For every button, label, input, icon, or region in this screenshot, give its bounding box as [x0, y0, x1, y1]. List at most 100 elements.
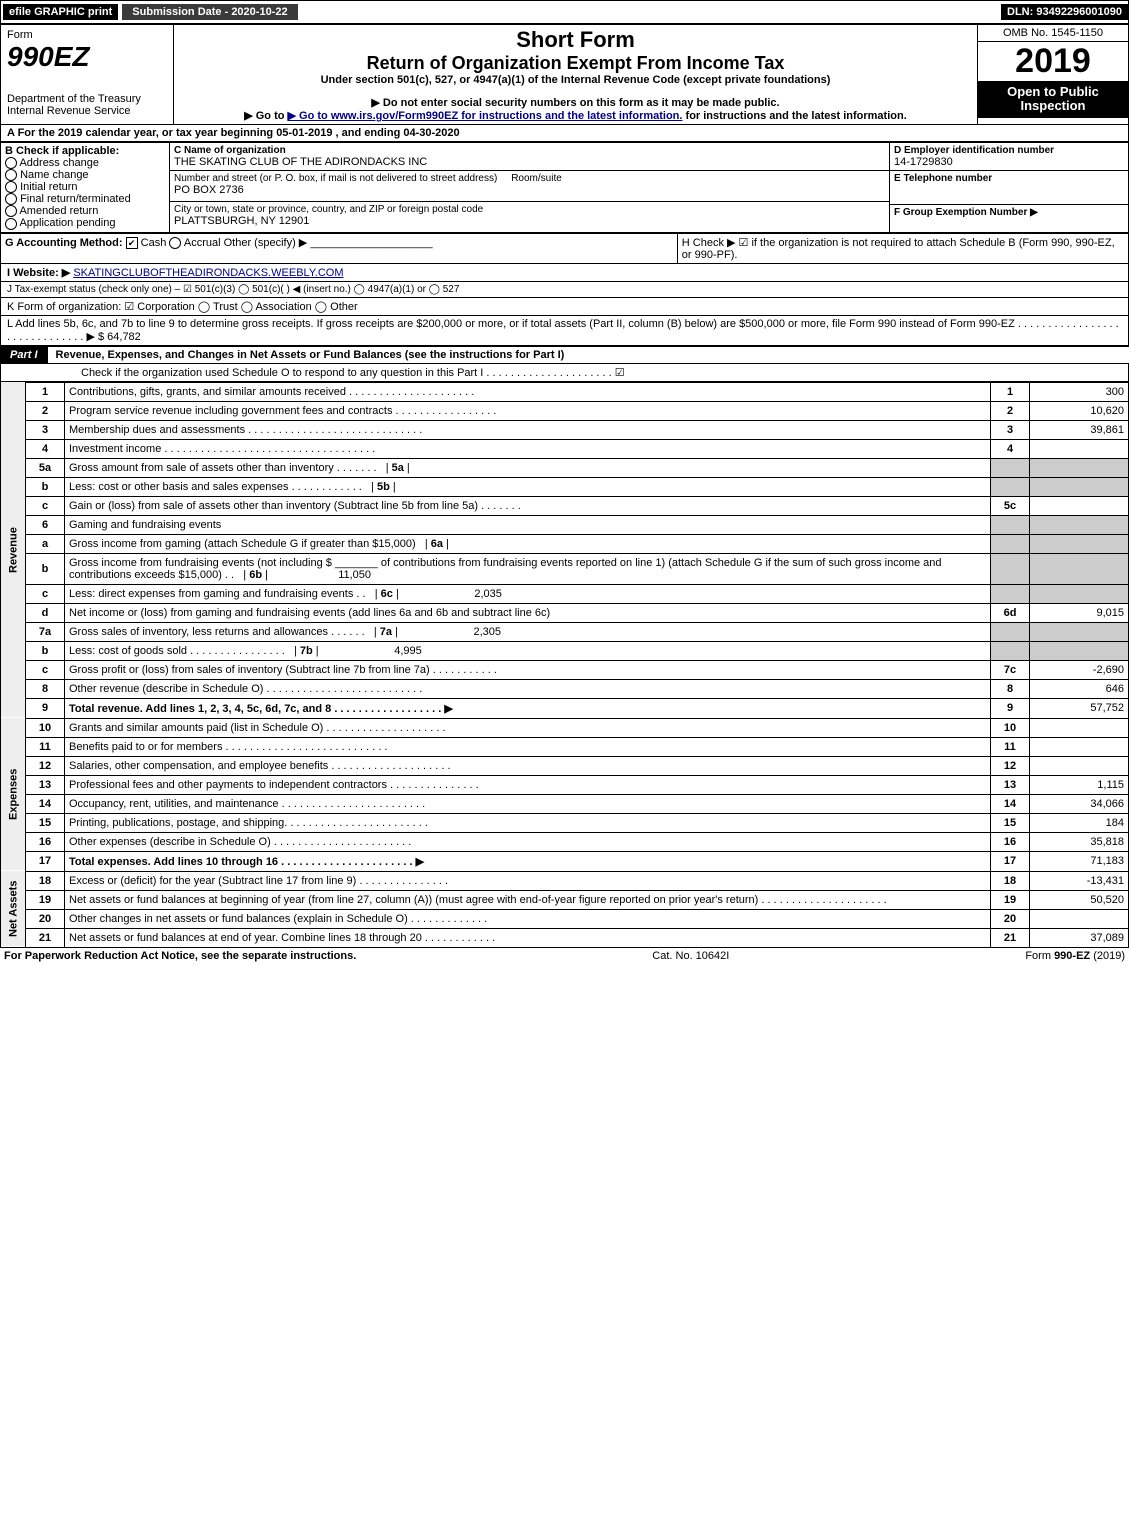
row-18-box: 18	[991, 871, 1030, 890]
row-7c-desc: Gross profit or (loss) from sales of inv…	[65, 660, 991, 679]
row-7c-amt: -2,690	[1030, 660, 1129, 679]
check-pending[interactable]	[5, 218, 17, 230]
row-6b-desc: Gross income from fundraising events (no…	[69, 557, 942, 581]
row-6a-shade-amt	[1030, 534, 1129, 553]
org-name: THE SKATING CLUB OF THE ADIRONDACKS INC	[174, 156, 885, 168]
row-11-desc: Benefits paid to or for members . . . . …	[65, 737, 991, 756]
check-cash[interactable]	[126, 237, 138, 249]
row-5c-amt	[1030, 496, 1129, 515]
row-21-box: 21	[991, 928, 1030, 947]
row-20-desc: Other changes in net assets or fund bala…	[65, 909, 991, 928]
row-13-desc: Professional fees and other payments to …	[65, 775, 991, 794]
row-1-desc: Contributions, gifts, grants, and simila…	[65, 382, 991, 401]
row-2-desc: Program service revenue including govern…	[65, 401, 991, 420]
section-g-h: G Accounting Method: Cash Accrual Other …	[0, 233, 1129, 264]
dln: DLN: 93492296001090	[1001, 4, 1128, 20]
row-5a-boxlabel: 5a	[392, 462, 404, 474]
row-6b-inline: 11,050	[271, 569, 371, 581]
row-3-box: 3	[991, 420, 1030, 439]
b-label: B Check if applicable:	[5, 145, 165, 157]
row-17-num: 17	[26, 851, 65, 871]
check-accrual[interactable]	[169, 237, 181, 249]
row-15-amt: 184	[1030, 813, 1129, 832]
row-10-amt	[1030, 718, 1129, 737]
row-16-box: 16	[991, 832, 1030, 851]
goto-url[interactable]: ▶ Go to www.irs.gov/Form990EZ for instru…	[288, 110, 683, 122]
row-5a-desc: Gross amount from sale of assets other t…	[69, 462, 377, 474]
opt-pending: Application pending	[19, 217, 115, 229]
row-6d-box: 6d	[991, 603, 1030, 622]
row-7b-desc: Less: cost of goods sold . . . . . . . .…	[69, 645, 285, 657]
opt-name: Name change	[20, 169, 89, 181]
row-6-desc: Gaming and fundraising events	[65, 515, 991, 534]
row-4-desc: Investment income . . . . . . . . . . . …	[65, 439, 991, 458]
row-10-box: 10	[991, 718, 1030, 737]
line-l: L Add lines 5b, 6c, and 7b to line 9 to …	[0, 316, 1129, 346]
opt-address: Address change	[19, 157, 99, 169]
row-6-shade-amt	[1030, 515, 1129, 534]
form-no-footer: Form 990-EZ (2019)	[1025, 950, 1125, 962]
row-18-desc: Excess or (deficit) for the year (Subtra…	[65, 871, 991, 890]
expenses-label: Expenses	[1, 718, 26, 871]
row-7a-num: 7a	[26, 622, 65, 641]
row-11-num: 11	[26, 737, 65, 756]
check-address-change[interactable]	[5, 157, 17, 169]
goto-link[interactable]: ▶ Go to ▶ Go to www.irs.gov/Form990EZ fo…	[180, 109, 971, 122]
page-footer: For Paperwork Reduction Act Notice, see …	[0, 948, 1129, 964]
row-18-amt: -13,431	[1030, 871, 1129, 890]
row-15-box: 15	[991, 813, 1030, 832]
row-9-desc: Total revenue. Add lines 1, 2, 3, 4, 5c,…	[69, 703, 453, 715]
form-header: Form 990EZ Department of the Treasury In…	[0, 24, 1129, 125]
row-1-num: 1	[26, 382, 65, 401]
check-final-return[interactable]	[5, 193, 17, 205]
row-14-box: 14	[991, 794, 1030, 813]
row-9-amt: 57,752	[1030, 698, 1129, 718]
website-link[interactable]: SKATINGCLUBOFTHEADIRONDACKS.WEEBLY.COM	[73, 267, 343, 279]
row-10-desc: Grants and similar amounts paid (list in…	[65, 718, 991, 737]
row-11-amt	[1030, 737, 1129, 756]
part-i-header: Part I Revenue, Expenses, and Changes in…	[0, 346, 1129, 364]
row-7a-desc: Gross sales of inventory, less returns a…	[69, 626, 365, 638]
row-4-box: 4	[991, 439, 1030, 458]
c-label: C Name of organization	[174, 145, 885, 156]
street: PO BOX 2736	[174, 184, 885, 196]
f-label: F Group Exemption Number ▶	[894, 207, 1124, 218]
row-8-num: 8	[26, 679, 65, 698]
g-accrual: Accrual	[184, 237, 221, 249]
row-7b-shade	[991, 641, 1030, 660]
row-2-num: 2	[26, 401, 65, 420]
row-12-box: 12	[991, 756, 1030, 775]
row-7a-shade	[991, 622, 1030, 641]
row-13-num: 13	[26, 775, 65, 794]
row-5c-num: c	[26, 496, 65, 515]
check-initial-return[interactable]	[5, 181, 17, 193]
row-7a-shade-amt	[1030, 622, 1129, 641]
i-label: I Website: ▶	[7, 267, 70, 279]
row-7a-boxlabel: 7a	[380, 626, 392, 638]
row-7a-inline: 2,305	[401, 626, 501, 638]
row-16-desc: Other expenses (describe in Schedule O) …	[65, 832, 991, 851]
row-4-num: 4	[26, 439, 65, 458]
omb-number: OMB No. 1545-1150	[978, 25, 1128, 42]
row-1-amt: 300	[1030, 382, 1129, 401]
row-19-num: 19	[26, 890, 65, 909]
check-amended[interactable]	[5, 205, 17, 217]
efile-print-button[interactable]: efile GRAPHIC print	[3, 4, 118, 20]
row-6a-shade	[991, 534, 1030, 553]
row-14-amt: 34,066	[1030, 794, 1129, 813]
row-9-num: 9	[26, 698, 65, 718]
row-6c-shade	[991, 584, 1030, 603]
row-17-box: 17	[991, 851, 1030, 871]
row-12-desc: Salaries, other compensation, and employ…	[65, 756, 991, 775]
row-7b-shade-amt	[1030, 641, 1129, 660]
check-name-change[interactable]	[5, 169, 17, 181]
row-13-amt: 1,115	[1030, 775, 1129, 794]
row-6b-shade	[991, 553, 1030, 584]
row-6c-boxlabel: 6c	[381, 588, 393, 600]
ein: 14-1729830	[894, 156, 1124, 168]
section-b-to-f: B Check if applicable: Address change Na…	[0, 142, 1129, 233]
row-9-box: 9	[991, 698, 1030, 718]
form-number: 990EZ	[7, 41, 167, 73]
line-k: K Form of organization: ☑ Corporation ◯ …	[0, 298, 1129, 316]
row-5b-num: b	[26, 477, 65, 496]
